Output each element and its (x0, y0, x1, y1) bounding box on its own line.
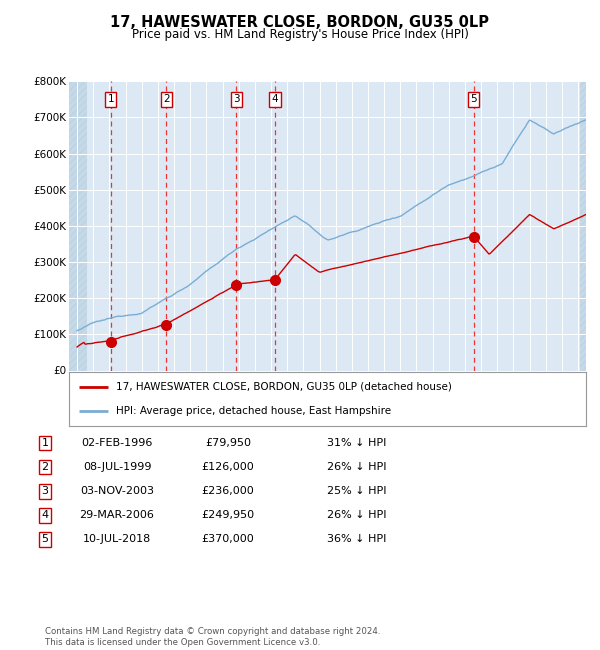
Text: 17, HAWESWATER CLOSE, BORDON, GU35 0LP (detached house): 17, HAWESWATER CLOSE, BORDON, GU35 0LP (… (116, 382, 451, 392)
Text: 08-JUL-1999: 08-JUL-1999 (83, 462, 151, 472)
Text: 31% ↓ HPI: 31% ↓ HPI (327, 438, 386, 448)
Text: 03-NOV-2003: 03-NOV-2003 (80, 486, 154, 496)
Text: 2: 2 (163, 94, 170, 104)
Text: 02-FEB-1996: 02-FEB-1996 (82, 438, 152, 448)
Text: 3: 3 (233, 94, 239, 104)
Text: 10-JUL-2018: 10-JUL-2018 (83, 534, 151, 544)
Text: 17, HAWESWATER CLOSE, BORDON, GU35 0LP: 17, HAWESWATER CLOSE, BORDON, GU35 0LP (110, 15, 490, 30)
Text: HPI: Average price, detached house, East Hampshire: HPI: Average price, detached house, East… (116, 406, 391, 417)
Text: 5: 5 (470, 94, 477, 104)
Bar (69, 81, 87, 370)
Text: £249,950: £249,950 (202, 510, 254, 520)
Text: 3: 3 (41, 486, 49, 496)
Text: 36% ↓ HPI: 36% ↓ HPI (327, 534, 386, 544)
Text: 5: 5 (41, 534, 49, 544)
Text: 4: 4 (41, 510, 49, 520)
Text: 25% ↓ HPI: 25% ↓ HPI (327, 486, 386, 496)
Text: 29-MAR-2006: 29-MAR-2006 (80, 510, 154, 520)
Text: Price paid vs. HM Land Registry's House Price Index (HPI): Price paid vs. HM Land Registry's House … (131, 28, 469, 41)
Text: £236,000: £236,000 (202, 486, 254, 496)
Text: 26% ↓ HPI: 26% ↓ HPI (327, 462, 386, 472)
Text: 4: 4 (272, 94, 278, 104)
Text: 1: 1 (41, 438, 49, 448)
Text: 2: 2 (41, 462, 49, 472)
Bar (580, 81, 586, 370)
Text: £79,950: £79,950 (205, 438, 251, 448)
Text: 1: 1 (107, 94, 114, 104)
Text: 26% ↓ HPI: 26% ↓ HPI (327, 510, 386, 520)
Text: £126,000: £126,000 (202, 462, 254, 472)
Text: £370,000: £370,000 (202, 534, 254, 544)
Text: Contains HM Land Registry data © Crown copyright and database right 2024.
This d: Contains HM Land Registry data © Crown c… (45, 627, 380, 647)
